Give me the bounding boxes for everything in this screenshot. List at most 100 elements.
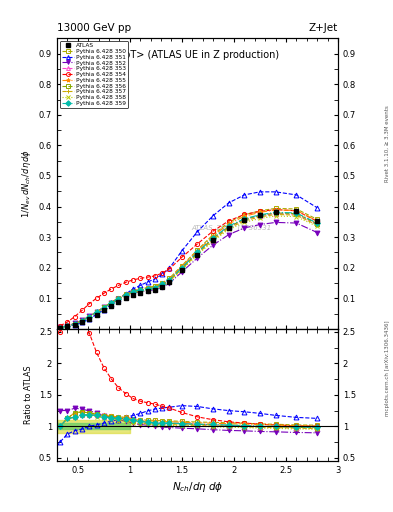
Pythia 6.428 359 xyxy=(294,210,299,216)
Pythia 6.428 358 xyxy=(273,213,278,219)
Pythia 6.428 352 xyxy=(180,269,184,275)
Pythia 6.428 358 xyxy=(195,252,200,258)
Pythia 6.428 353 xyxy=(101,305,106,311)
Pythia 6.428 355 xyxy=(145,285,150,291)
Pythia 6.428 354 xyxy=(226,218,231,224)
Pythia 6.428 359 xyxy=(315,220,320,226)
Pythia 6.428 356 xyxy=(116,295,121,302)
Pythia 6.428 358 xyxy=(257,216,262,222)
Pythia 6.428 356 xyxy=(152,285,157,291)
Line: Pythia 6.428 352: Pythia 6.428 352 xyxy=(58,220,320,330)
Pythia 6.428 350 xyxy=(87,314,92,320)
Pythia 6.428 354 xyxy=(123,279,128,285)
Pythia 6.428 351 xyxy=(94,311,99,317)
Pythia 6.428 352 xyxy=(94,309,99,315)
Pythia 6.428 359 xyxy=(94,309,99,315)
Pythia 6.428 351 xyxy=(226,200,231,206)
Pythia 6.428 354 xyxy=(94,295,99,301)
Pythia 6.428 352 xyxy=(130,290,135,296)
Pythia 6.428 350 xyxy=(273,205,278,211)
Pythia 6.428 352 xyxy=(160,284,164,290)
Pythia 6.428 356 xyxy=(294,210,299,217)
Pythia 6.428 351 xyxy=(273,189,278,195)
Line: Pythia 6.428 359: Pythia 6.428 359 xyxy=(58,210,319,330)
Pythia 6.428 353 xyxy=(130,289,135,295)
Pythia 6.428 353 xyxy=(87,314,92,320)
Pythia 6.428 353 xyxy=(315,221,320,227)
Pythia 6.428 357 xyxy=(167,278,172,284)
Pythia 6.428 356 xyxy=(80,317,84,324)
Pythia 6.428 350 xyxy=(257,208,262,214)
Pythia 6.428 357 xyxy=(294,212,299,218)
Pythia 6.428 357 xyxy=(101,305,106,311)
Pythia 6.428 357 xyxy=(65,323,70,329)
Pythia 6.428 356 xyxy=(94,309,99,315)
Pythia 6.428 356 xyxy=(87,313,92,319)
Pythia 6.428 356 xyxy=(58,325,62,331)
Text: ATLAS_2019_I1736531: ATLAS_2019_I1736531 xyxy=(191,224,271,230)
Pythia 6.428 358 xyxy=(138,288,143,294)
Pythia 6.428 351 xyxy=(167,265,172,271)
Legend: ATLAS, Pythia 6.428 350, Pythia 6.428 351, Pythia 6.428 352, Pythia 6.428 353, P: ATLAS, Pythia 6.428 350, Pythia 6.428 35… xyxy=(60,41,128,108)
Pythia 6.428 359 xyxy=(160,282,164,288)
Pythia 6.428 351 xyxy=(138,282,143,288)
Pythia 6.428 353 xyxy=(58,325,62,331)
Text: 13000 GeV pp: 13000 GeV pp xyxy=(57,23,131,33)
Pythia 6.428 351 xyxy=(315,205,320,211)
Pythia 6.428 356 xyxy=(195,250,200,256)
Pythia 6.428 350 xyxy=(145,285,150,291)
Pythia 6.428 353 xyxy=(80,318,84,324)
Pythia 6.428 350 xyxy=(123,291,128,297)
Pythia 6.428 356 xyxy=(242,216,247,222)
Pythia 6.428 354 xyxy=(195,241,200,247)
Pythia 6.428 355 xyxy=(101,304,106,310)
Pythia 6.428 350 xyxy=(101,304,106,310)
Pythia 6.428 359 xyxy=(109,300,114,306)
Pythia 6.428 358 xyxy=(101,305,106,311)
Pythia 6.428 353 xyxy=(273,210,278,217)
Pythia 6.428 358 xyxy=(123,293,128,299)
Pythia 6.428 359 xyxy=(58,325,62,331)
Pythia 6.428 358 xyxy=(226,226,231,232)
Pythia 6.428 352 xyxy=(123,293,128,299)
Pythia 6.428 350 xyxy=(211,231,215,238)
Pythia 6.428 351 xyxy=(58,325,62,331)
Pythia 6.428 357 xyxy=(211,237,215,243)
Pythia 6.428 352 xyxy=(195,255,200,261)
Pythia 6.428 357 xyxy=(123,292,128,298)
Pythia 6.428 351 xyxy=(130,286,135,292)
Pythia 6.428 355 xyxy=(226,221,231,227)
Line: Pythia 6.428 354: Pythia 6.428 354 xyxy=(58,207,319,328)
Pythia 6.428 352 xyxy=(211,242,215,248)
Pythia 6.428 355 xyxy=(257,209,262,216)
Pythia 6.428 351 xyxy=(160,271,164,278)
Pythia 6.428 353 xyxy=(211,235,215,241)
Pythia 6.428 351 xyxy=(116,296,121,302)
Pythia 6.428 352 xyxy=(116,296,121,302)
Pythia 6.428 359 xyxy=(72,321,77,327)
Pythia 6.428 351 xyxy=(257,189,262,195)
Pythia 6.428 351 xyxy=(123,291,128,297)
Pythia 6.428 355 xyxy=(167,276,172,282)
Pythia 6.428 359 xyxy=(138,287,143,293)
Pythia 6.428 357 xyxy=(72,321,77,327)
Pythia 6.428 358 xyxy=(145,287,150,293)
Pythia 6.428 355 xyxy=(123,291,128,297)
Pythia 6.428 352 xyxy=(101,304,106,310)
Pythia 6.428 356 xyxy=(273,210,278,216)
Pythia 6.428 358 xyxy=(130,290,135,296)
Pythia 6.428 350 xyxy=(226,219,231,225)
Pythia 6.428 352 xyxy=(87,313,92,319)
Pythia 6.428 359 xyxy=(101,305,106,311)
Pythia 6.428 354 xyxy=(130,277,135,283)
Pythia 6.428 350 xyxy=(195,247,200,253)
Pythia 6.428 355 xyxy=(116,295,121,301)
Pythia 6.428 355 xyxy=(294,207,299,214)
Pythia 6.428 354 xyxy=(315,218,320,224)
Pythia 6.428 350 xyxy=(160,280,164,286)
Pythia 6.428 358 xyxy=(294,214,299,220)
Pythia 6.428 354 xyxy=(180,254,184,260)
Pythia 6.428 356 xyxy=(211,235,215,241)
Line: Pythia 6.428 357: Pythia 6.428 357 xyxy=(58,212,319,330)
Pythia 6.428 355 xyxy=(65,323,70,329)
